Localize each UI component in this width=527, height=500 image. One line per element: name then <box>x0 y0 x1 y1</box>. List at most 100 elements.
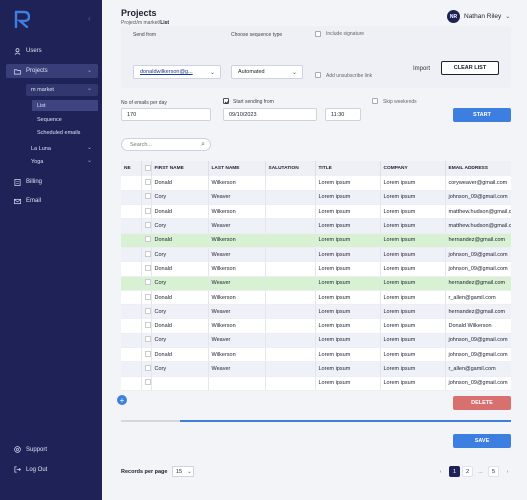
collapse-sidebar-icon[interactable]: ‹ <box>88 14 91 23</box>
send-from-select[interactable]: donaldwilkerson@g... ⌄ <box>133 65 221 79</box>
column-header[interactable]: LAST NAME <box>208 161 266 176</box>
sidebar-item-label: Users <box>26 48 42 54</box>
row-checkbox[interactable] <box>144 322 150 329</box>
row-checkbox[interactable] <box>144 236 150 243</box>
row-checkbox[interactable] <box>144 207 150 214</box>
add-unsubscribe-label: Add unsubscribe link <box>326 73 373 79</box>
page-2-button[interactable]: 2 <box>462 466 473 477</box>
project-yoga[interactable]: Yoga ⌄ <box>26 156 98 168</box>
horizontal-scrollbar-thumb[interactable] <box>180 420 511 422</box>
table-cell <box>121 276 142 291</box>
table-cell-company: Lorem ipsum <box>380 204 446 220</box>
row-checkbox[interactable] <box>144 279 150 286</box>
table-row[interactable]: Donald Wilkerson Lorem ipsum Lorem ipsum cor… <box>121 176 511 191</box>
user-name: Nathan Riley <box>464 13 502 20</box>
start-date-input[interactable]: 09/10/2023 <box>223 108 317 121</box>
page-1-button[interactable]: 1 <box>449 466 460 477</box>
skip-weekends-label: Skip weekends <box>383 99 417 105</box>
table-cell-email: johnson_09@gmail.com <box>445 347 511 363</box>
sidebar-item-email[interactable]: Email <box>6 194 98 208</box>
table-row[interactable]: Cory Weaver Lorem ipsum Lorem ipsum johnson_… <box>121 190 511 206</box>
start-sending-label: Start sending from <box>233 99 274 105</box>
table-row[interactable]: Cory Weaver Lorem ipsum Lorem ipsum johnson_… <box>121 333 511 349</box>
sidebar-item-users[interactable]: Users <box>6 44 98 58</box>
column-header[interactable]: TITLE <box>315 161 381 176</box>
column-header[interactable]: EMAIL ADDRESS <box>445 161 511 176</box>
add-row-button[interactable]: + <box>117 395 127 405</box>
start-sending-checkbox[interactable] <box>223 98 230 105</box>
table-row[interactable]: Donald Wilkerson Lorem ipsum Lorem ipsum mat… <box>121 204 511 220</box>
clear-list-button[interactable]: CLEAR LIST <box>441 61 499 75</box>
column-header[interactable]: NE <box>121 161 142 176</box>
import-button[interactable]: Import <box>413 66 431 72</box>
row-checkbox[interactable] <box>144 350 150 357</box>
breadcrumb-path[interactable]: Project/m market/ <box>121 20 161 26</box>
row-checkbox[interactable] <box>144 178 150 185</box>
table-row[interactable]: Donald Wilkerson Lorem ipsum Lorem ipsum joh… <box>121 347 511 363</box>
table-cell-company: Lorem ipsum <box>380 290 446 306</box>
select-all-checkbox[interactable] <box>144 164 151 171</box>
column-header[interactable]: FIRST NAME <box>151 161 209 176</box>
table-row[interactable]: Donald Wilkerson Lorem ipsum Lorem ipsum her… <box>121 233 511 248</box>
sidebar-sub-list[interactable]: List <box>32 100 98 111</box>
table-cell-email: johnson_09@gmail.com <box>445 190 511 206</box>
prev-page-button[interactable]: ‹ <box>439 468 442 475</box>
skip-weekends-checkbox[interactable] <box>372 98 378 104</box>
table-cell-first: Cory <box>151 361 209 377</box>
table-row[interactable]: Cory Weaver Lorem ipsum Lorem ipsum hernande… <box>121 276 511 291</box>
table-row[interactable]: Donald Wilkerson Lorem ipsum Lorem ipsum r_a… <box>121 290 511 306</box>
row-checkbox[interactable] <box>144 250 150 257</box>
row-checkbox[interactable] <box>144 264 150 271</box>
project-m-market[interactable]: m market ⌄ <box>26 84 98 96</box>
page-5-button[interactable]: 5 <box>488 466 499 477</box>
delete-button[interactable]: DELETE <box>453 396 511 410</box>
row-checkbox[interactable] <box>144 193 150 200</box>
records-per-page-select[interactable]: 15 ⌄ <box>172 466 194 477</box>
table-cell-company: Lorem ipsum <box>380 333 446 349</box>
start-time-input[interactable]: 11:30 <box>325 108 361 121</box>
search-input[interactable]: Search... ⌕ <box>121 138 211 151</box>
sidebar-item-billing[interactable]: Billing <box>6 175 98 189</box>
table-cell-title: Lorem ipsum <box>315 318 381 334</box>
project-la-luna[interactable]: La Luna ⌄ <box>26 143 98 155</box>
table-row[interactable]: Cory Weaver Lorem ipsum Lorem ipsum r_allen@… <box>121 361 511 377</box>
user-menu[interactable]: NR Nathan Riley ⌄ <box>447 10 510 23</box>
sequence-type-select[interactable]: Automated ⌄ <box>231 65 303 79</box>
row-checkbox[interactable] <box>144 222 150 229</box>
table-row[interactable]: Cory Weaver Lorem ipsum Lorem ipsum johnson_… <box>121 247 511 263</box>
next-page-button[interactable]: › <box>506 468 509 475</box>
column-header[interactable]: SALUTATION <box>265 161 316 176</box>
table-cell <box>121 247 142 263</box>
table-cell-title: Lorem ipsum <box>315 376 381 391</box>
sidebar-sub-sequence[interactable]: Sequence <box>32 114 98 125</box>
project-label: m market <box>31 87 54 93</box>
support-link[interactable]: Support <box>14 446 47 453</box>
sidebar-item-projects[interactable]: Projects ⌄ <box>6 64 98 78</box>
row-checkbox[interactable] <box>144 379 150 386</box>
table-row[interactable]: Donald Wilkerson Lorem ipsum Lorem ipsum joh… <box>121 261 511 277</box>
table-row[interactable]: Donald Wilkerson Lorem ipsum Lorem ipsum Don… <box>121 318 511 334</box>
add-unsubscribe-checkbox[interactable] <box>315 72 321 78</box>
include-signature-label: Include signature <box>326 31 365 37</box>
row-checkbox[interactable] <box>144 336 150 343</box>
chevron-down-icon: ⌄ <box>86 145 92 151</box>
table-cell <box>265 218 316 234</box>
logout-link[interactable]: Log Out <box>14 466 47 473</box>
start-button[interactable]: START <box>453 108 511 122</box>
emails-per-day-input[interactable]: 170 <box>121 108 211 121</box>
table-cell-company: Lorem ipsum <box>380 304 446 320</box>
table-cell-first: Donald <box>151 176 209 191</box>
row-checkbox[interactable] <box>144 307 150 314</box>
include-signature-checkbox[interactable] <box>315 31 321 37</box>
sidebar-sub-scheduled-emails[interactable]: Scheduled emails <box>32 127 98 138</box>
page-ellipsis: ... <box>478 468 483 475</box>
row-checkbox[interactable] <box>144 365 150 371</box>
column-header[interactable]: COMPANY <box>380 161 446 176</box>
table-row[interactable]: Cory Weaver Lorem ipsum Lorem ipsum hernande… <box>121 304 511 320</box>
row-checkbox[interactable] <box>144 293 150 300</box>
save-button[interactable]: SAVE <box>453 434 511 448</box>
column-header[interactable] <box>141 161 152 176</box>
table-row[interactable]: Cory Weaver Lorem ipsum Lorem ipsum matthew.… <box>121 218 511 234</box>
